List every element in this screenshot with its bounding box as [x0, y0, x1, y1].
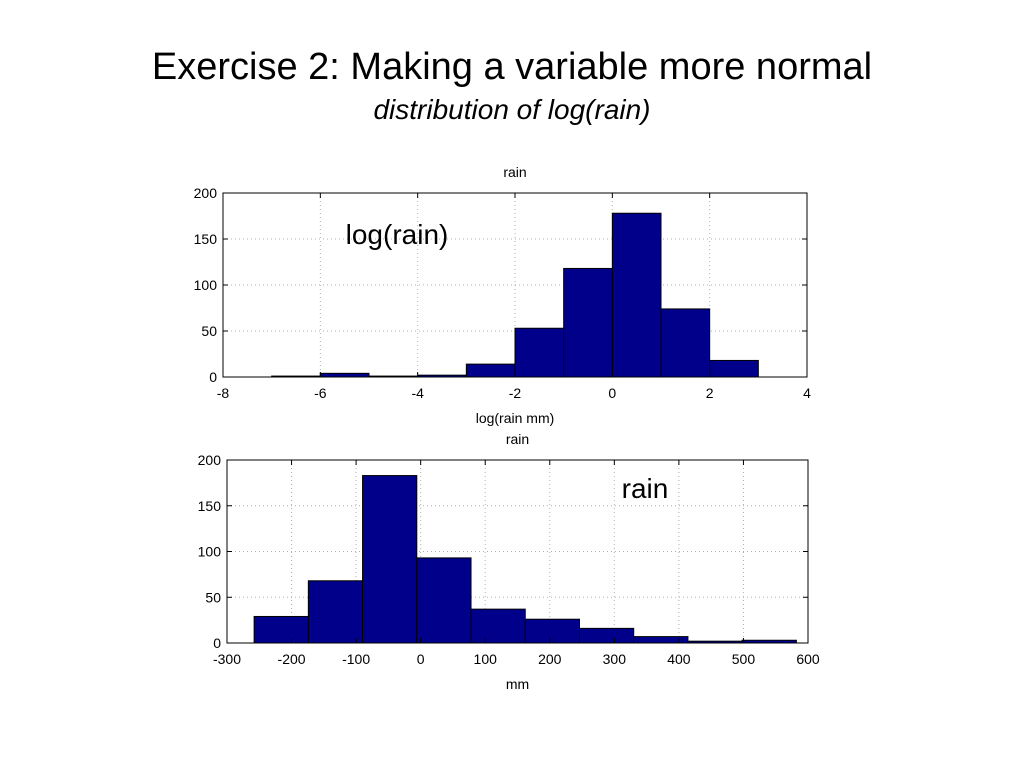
chart-annotation: log(rain)	[346, 219, 449, 250]
x-tick-label: 500	[732, 651, 756, 667]
x-tick-label: -6	[314, 385, 327, 401]
histogram-bar	[470, 608, 526, 644]
histogram-bar	[524, 618, 580, 644]
chart-title: rain	[506, 431, 529, 447]
histogram-bar	[362, 475, 418, 644]
histogram-bar	[514, 327, 565, 378]
x-tick-label: 200	[538, 651, 562, 667]
y-tick-label: 150	[198, 498, 222, 514]
histogram-bar	[633, 636, 689, 644]
x-tick-label: -300	[213, 651, 241, 667]
x-tick-label: -100	[342, 651, 370, 667]
x-tick-label: -200	[278, 651, 306, 667]
x-tick-label: 300	[603, 651, 627, 667]
histogram-bar	[465, 363, 516, 378]
x-tick-label: -4	[411, 385, 424, 401]
histogram-bar	[563, 267, 613, 378]
histogram-chart-2: -300 -200 -100 0 100 200 300 400 500 600 0 50 100 150…	[198, 431, 820, 692]
x-axis-label: mm	[506, 676, 529, 692]
x-tick-label: 4	[803, 385, 811, 401]
x-axis-label: log(rain mm)	[476, 410, 555, 426]
y-tick-label: 100	[198, 544, 222, 560]
x-tick-label: 400	[667, 651, 691, 667]
x-tick-label: 2	[706, 385, 714, 401]
chart-annotation: rain	[622, 473, 669, 504]
slide-subtitle: distribution of log(rain)	[373, 94, 651, 125]
y-tick-label: 50	[205, 589, 221, 605]
histogram-bar	[319, 372, 370, 378]
y-tick-label: 150	[194, 231, 218, 247]
y-tick-label: 200	[194, 185, 218, 201]
histogram-bar	[611, 212, 662, 378]
histogram-chart-1: -8 -6 -4 -2 0 2 4 0 50 100 150 200 rain log(rain mm) l…	[194, 164, 811, 426]
x-tick-label: -2	[509, 385, 522, 401]
y-tick-label: 0	[209, 369, 217, 385]
histogram-bar	[578, 627, 635, 644]
histogram-bar	[253, 615, 309, 644]
x-tick-label: 600	[796, 651, 820, 667]
x-tick-label: 100	[474, 651, 498, 667]
slide-title: Exercise 2: Making a variable more norma…	[151, 46, 873, 88]
y-tick-label: 0	[213, 635, 221, 651]
y-tick-label: 200	[198, 452, 222, 468]
x-tick-label: 0	[417, 651, 425, 667]
chart-title: rain	[503, 164, 526, 180]
x-tick-label: 0	[608, 385, 616, 401]
histogram-bar	[709, 359, 759, 378]
x-tick-label: -8	[217, 385, 230, 401]
histogram-bar	[307, 580, 364, 644]
histogram-bar	[416, 557, 472, 644]
histogram-bar	[660, 308, 711, 378]
y-tick-label: 50	[201, 323, 217, 339]
y-tick-label: 100	[194, 277, 218, 293]
